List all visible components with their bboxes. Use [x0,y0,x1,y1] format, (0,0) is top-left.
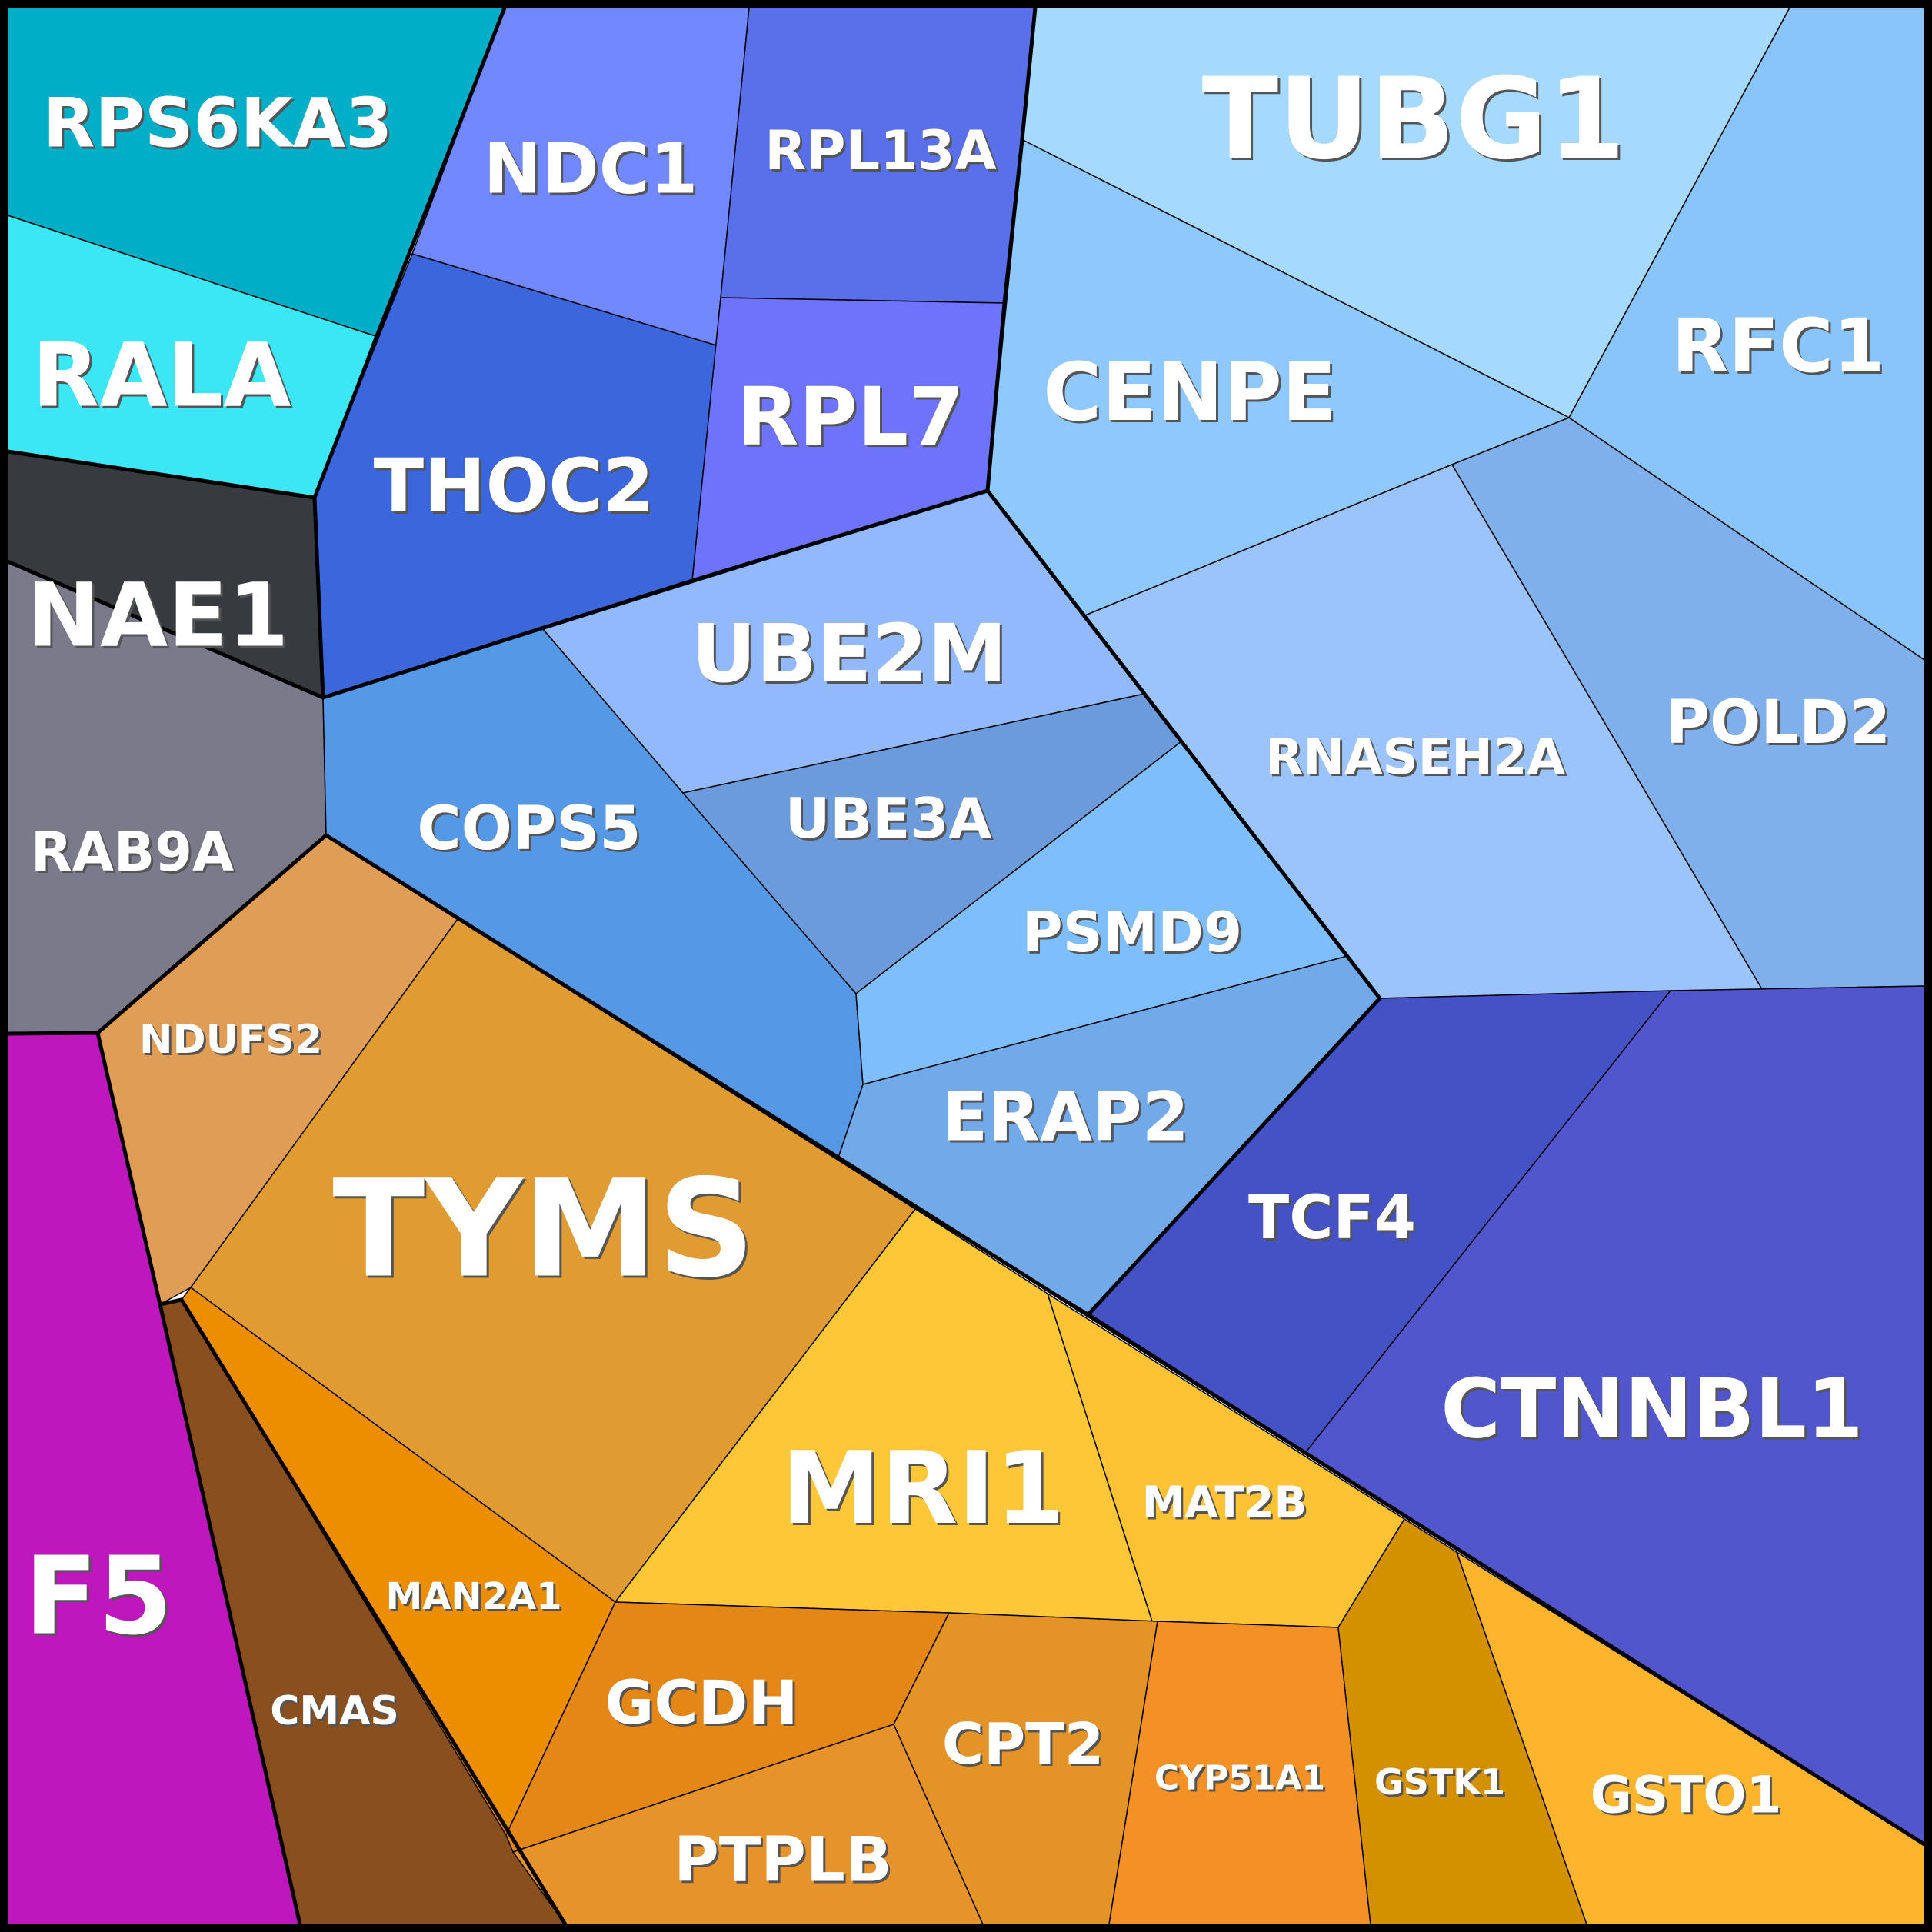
cell-label-rps6ka3: RPS6KA3 [43,84,392,163]
cell-label-shadow-gstk1: GSTK1 [1377,1764,1507,1805]
group-border-orange [95,833,1927,1847]
cell-label-shadow-rfc1: RFC1 [1674,305,1887,391]
cell-label-shadow-rab9a: RAB9A [33,823,236,886]
cell-label-shadow-cpt2: CPT2 [944,1714,1107,1780]
cell-label-gcdh: GCDH [605,1669,798,1738]
cell-label-rpl13a: RPL13A [764,119,996,182]
cell-label-ube3a: UBE3A [785,786,992,851]
cells-layer [7,7,1925,1925]
cell-label-rnaseh2a: RNASEH2A [1265,729,1565,786]
cell-label-gsto1: GSTO1 [1591,1766,1782,1825]
cell-label-shadow-tubg1: TUBG1 [1204,56,1628,187]
cell-label-shadow-gcdh: GCDH [607,1671,800,1740]
cell-label-shadow-cops5: COPS5 [419,797,643,866]
cell-label-ctnnbl1: CTNNBL1 [1441,1362,1864,1457]
cell-label-shadow-rnaseh2a: RNASEH2A [1267,731,1567,788]
cell-label-shadow-ube2m: UBE2M [694,609,1010,703]
cell-label-shadow-rpl13a: RPL13A [767,122,998,185]
cell-label-shadow-f5: F5 [26,1537,175,1662]
cell-label-shadow-gsto1: GSTO1 [1593,1768,1784,1827]
cell-label-ndc1: NDC1 [484,129,698,210]
group-border-teal [312,5,507,500]
cell-label-ptplb: PTPLB [674,1824,892,1896]
cell-label-shadow-man2a1: MAN2A1 [388,1577,564,1621]
labels-layer: RPS6KA3RPS6KA3RALARALANAE1NAE1RAB9ARAB9A… [24,54,1893,1898]
cell-label-shadow-thoc2: THOC2 [376,445,657,531]
cell-label-thoc2: THOC2 [374,443,655,529]
cell-label-shadow-rps6ka3: RPS6KA3 [45,86,395,165]
cell-label-cmas: CMAS [270,1688,399,1734]
cell-label-pold2: POLD2 [1666,688,1890,758]
cell-label-shadow-ndc1: NDC1 [486,132,701,212]
cell-label-psmd9: PSMD9 [1022,900,1242,964]
cell-label-tyms: TYMS [332,1151,754,1308]
cell-label-shadow-ndufs2: NDUFS2 [142,1019,325,1065]
cell-label-man2a1: MAN2A1 [385,1575,561,1618]
cell-label-shadow-tyms: TYMS [335,1153,757,1311]
cell-label-rab9a: RAB9A [31,821,234,884]
cell-label-gstk1: GSTK1 [1374,1761,1505,1803]
cell-label-shadow-erap2: ERAP2 [944,1080,1191,1159]
cell-label-tcf4: TCF4 [1248,1184,1416,1253]
cell-label-shadow-cmas: CMAS [272,1690,401,1737]
cell-label-shadow-mri1: MRI1 [784,1432,1067,1549]
cell-label-mat2b: MAT2B [1142,1478,1307,1528]
cell-label-ube2m: UBE2M [691,607,1008,701]
cell-label-shadow-ptplb: PTPLB [676,1827,894,1898]
cell-label-shadow-ctnnbl1: CTNNBL1 [1443,1364,1866,1459]
cell-label-shadow-rala: RALA [35,327,294,429]
cell-label-cops5: COPS5 [417,794,641,864]
cell-label-shadow-psmd9: PSMD9 [1024,902,1244,967]
cell-label-rpl7: RPL7 [738,370,964,464]
group-border-rpl [985,5,1038,493]
cell-label-rala: RALA [32,325,291,427]
cell-label-f5: F5 [24,1534,172,1660]
group-border-cmas [158,1302,302,1927]
cell-label-nae1: NAE1 [27,565,289,667]
cell-label-mri1: MRI1 [781,1430,1064,1547]
cell-label-shadow-ube3a: UBE3A [788,788,994,853]
cell-label-shadow-tcf4: TCF4 [1251,1186,1418,1255]
cell-label-cyp51a1: CYP51A1 [1154,1759,1325,1798]
cell-label-shadow-cyp51a1: CYP51A1 [1157,1761,1327,1800]
cell-label-shadow-rpl7: RPL7 [740,372,967,466]
cell-label-cenpe: CENPE [1043,345,1337,439]
cell-label-shadow-pold2: POLD2 [1668,691,1893,760]
cell-label-rfc1: RFC1 [1672,303,1885,389]
cell-label-shadow-mat2b: MAT2B [1144,1481,1310,1531]
group-border-left [5,449,325,700]
cell-label-shadow-cenpe: CENPE [1045,348,1339,441]
group-borders [5,5,1927,1927]
cell-label-ndufs2: NDUFS2 [139,1017,322,1063]
cell-label-tubg1: TUBG1 [1202,54,1626,185]
group-border-blue [321,488,1382,1316]
cell-label-shadow-nae1: NAE1 [29,567,291,669]
cell-label-cpt2: CPT2 [942,1711,1104,1777]
cell-label-erap2: ERAP2 [941,1078,1189,1157]
